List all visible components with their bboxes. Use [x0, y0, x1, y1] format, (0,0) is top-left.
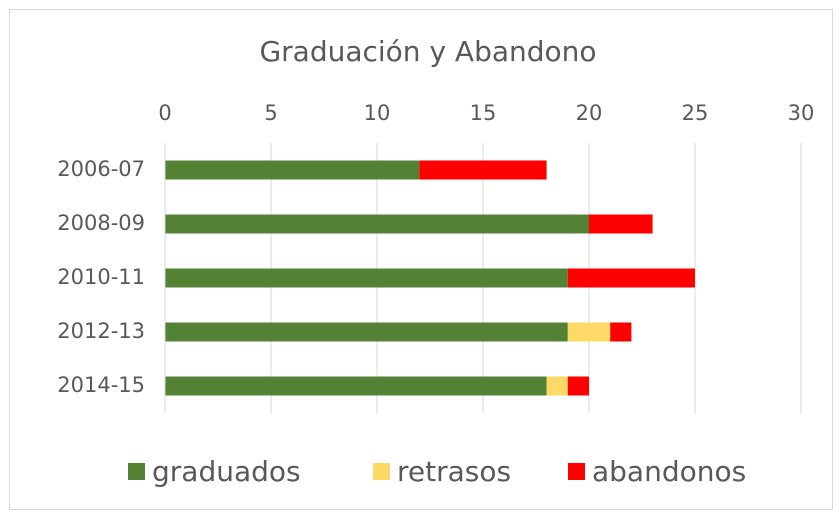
y-tick-label: 2012-13	[57, 319, 145, 343]
legend-label: retrasos	[397, 455, 511, 488]
y-tick-label: 2006-07	[57, 157, 145, 181]
bar-segment	[546, 376, 568, 396]
bar-segment	[165, 322, 568, 342]
legend-label: abandonos	[592, 455, 746, 488]
x-tick-label: 10	[364, 101, 391, 125]
bar-segment	[589, 214, 653, 234]
bar-segment	[165, 214, 589, 234]
bar-segment	[419, 160, 547, 180]
x-tick-label: 30	[788, 101, 815, 125]
legend-swatch	[373, 463, 390, 480]
x-tick-label: 15	[470, 101, 497, 125]
y-tick-label: 2008-09	[57, 211, 145, 235]
legend-label: graduados	[152, 455, 301, 488]
bar-segment	[567, 376, 589, 396]
chart-border	[9, 9, 833, 510]
x-tick-label: 0	[158, 101, 171, 125]
bar-segment	[567, 268, 695, 288]
bar-segment	[610, 322, 632, 342]
bar-segment	[165, 376, 547, 396]
bar-segment	[165, 268, 568, 288]
legend-swatch	[128, 463, 145, 480]
chart-title: Graduación y Abandono	[259, 35, 596, 68]
bar-segment	[567, 322, 611, 342]
y-tick-label: 2010-11	[57, 265, 145, 289]
x-tick-label: 5	[264, 101, 277, 125]
y-tick-label: 2014-15	[57, 373, 145, 397]
legend-swatch	[568, 463, 585, 480]
x-tick-label: 20	[576, 101, 603, 125]
x-tick-label: 25	[682, 101, 709, 125]
bar-segment	[165, 160, 420, 180]
